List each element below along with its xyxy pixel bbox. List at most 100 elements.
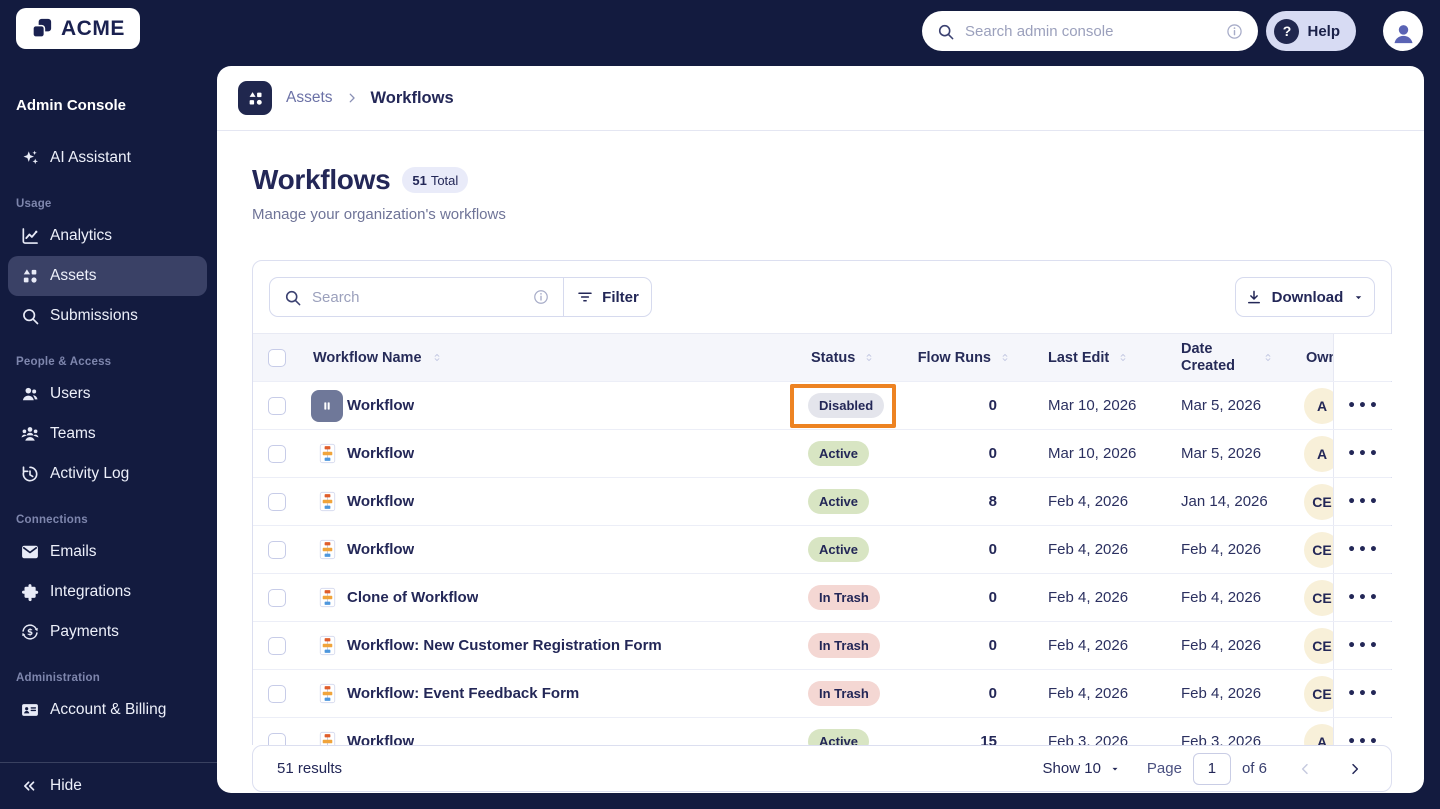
row-checkbox[interactable] bbox=[268, 732, 286, 745]
sort-icon[interactable] bbox=[999, 349, 1011, 366]
filter-button[interactable]: Filter bbox=[563, 278, 651, 316]
sidebar-item-payments[interactable]: Payments bbox=[8, 612, 207, 652]
workflow-name[interactable]: Workflow: New Customer Registration Form bbox=[347, 637, 662, 654]
status-badge: Active bbox=[808, 489, 870, 514]
user-avatar[interactable] bbox=[1383, 11, 1423, 51]
workflow-name[interactable]: Workflow bbox=[347, 445, 415, 462]
row-checkbox[interactable] bbox=[268, 636, 286, 655]
sidebar-item-activity-log[interactable]: Activity Log bbox=[8, 454, 207, 494]
table-row: Workflow: New Customer Registration Form… bbox=[253, 621, 1392, 669]
help-button[interactable]: ? Help bbox=[1266, 11, 1356, 51]
column-header-date-created[interactable]: Date Created bbox=[1156, 334, 1286, 381]
row-checkbox[interactable] bbox=[268, 492, 286, 511]
row-actions-button[interactable]: ••• bbox=[1347, 637, 1380, 654]
column-header-last-edit[interactable]: Last Edit bbox=[1021, 334, 1156, 381]
table-row: Workflow Active 8 Feb 4, 2026 Jan 14, 20… bbox=[253, 477, 1392, 525]
breadcrumb-assets-link[interactable]: Assets bbox=[286, 89, 333, 106]
sort-icon[interactable] bbox=[863, 349, 875, 366]
row-checkbox[interactable] bbox=[268, 396, 286, 415]
sidebar-item-assets[interactable]: Assets bbox=[8, 256, 207, 296]
row-actions-button[interactable]: ••• bbox=[1347, 734, 1380, 746]
admin-search-bar[interactable] bbox=[922, 11, 1258, 51]
last-edit-value: Feb 4, 2026 bbox=[1048, 637, 1129, 654]
page-number-input[interactable] bbox=[1192, 752, 1231, 785]
acme-logo[interactable]: ACME bbox=[16, 8, 140, 49]
sidebar-item-account-billing[interactable]: Account & Billing bbox=[8, 690, 207, 730]
previous-page-button[interactable] bbox=[1293, 757, 1317, 781]
workflow-name[interactable]: Workflow bbox=[347, 541, 415, 558]
row-actions-button[interactable]: ••• bbox=[1347, 541, 1380, 558]
row-checkbox[interactable] bbox=[268, 684, 286, 703]
flow-runs-value: 0 bbox=[988, 637, 997, 654]
download-icon bbox=[1245, 288, 1263, 306]
row-checkbox[interactable] bbox=[268, 444, 286, 463]
sidebar-item-ai-assistant[interactable]: AI Assistant bbox=[8, 138, 207, 178]
acme-logo-icon bbox=[31, 17, 54, 40]
status-cell: In Trash bbox=[791, 574, 911, 621]
flow-runs-value: 8 bbox=[988, 493, 997, 510]
caret-down-icon bbox=[1109, 763, 1121, 775]
table-search[interactable] bbox=[270, 278, 563, 316]
owner-avatar: A bbox=[1304, 723, 1333, 745]
admin-search-input[interactable] bbox=[965, 22, 1215, 40]
select-all-checkbox[interactable] bbox=[268, 348, 286, 367]
sidebar-hide-button[interactable]: Hide bbox=[0, 762, 217, 809]
workflow-name[interactable]: Clone of Workflow bbox=[347, 589, 479, 606]
assets-badge-icon bbox=[238, 81, 272, 115]
sort-icon[interactable] bbox=[1262, 349, 1274, 366]
sidebar-item-integrations[interactable]: Integrations bbox=[8, 572, 207, 612]
chevron-left-icon bbox=[1297, 761, 1313, 777]
owner-avatar: CE bbox=[1304, 675, 1333, 712]
show-per-page-select[interactable]: Show 10 bbox=[1043, 760, 1121, 777]
workflow-name[interactable]: Workflow bbox=[347, 493, 415, 510]
row-checkbox[interactable] bbox=[268, 588, 286, 607]
status-badge: In Trash bbox=[808, 585, 880, 610]
sidebar-item-analytics[interactable]: Analytics bbox=[8, 216, 207, 256]
workflow-doc-icon bbox=[316, 730, 339, 745]
workflow-doc-icon bbox=[316, 490, 339, 513]
chevron-right-icon bbox=[1347, 761, 1363, 777]
row-actions-button[interactable]: ••• bbox=[1347, 685, 1380, 702]
history-clock-icon bbox=[20, 464, 40, 484]
row-actions-button[interactable]: ••• bbox=[1347, 397, 1380, 414]
date-created-value: Feb 4, 2026 bbox=[1181, 541, 1262, 558]
row-actions-button[interactable]: ••• bbox=[1347, 589, 1380, 606]
page-label: Page bbox=[1146, 760, 1182, 777]
date-created-value: Mar 5, 2026 bbox=[1181, 445, 1262, 462]
table-row: Workflow Disabled 0 Mar 10, 2026 Mar 5, … bbox=[253, 381, 1392, 429]
sidebar-item-emails[interactable]: Emails bbox=[8, 532, 207, 572]
workflow-doc-icon bbox=[316, 442, 339, 465]
workflow-icon bbox=[311, 486, 343, 518]
row-checkbox[interactable] bbox=[268, 540, 286, 559]
results-count: 51 results bbox=[277, 760, 343, 777]
column-header-workflow-name[interactable]: Workflow Name bbox=[301, 334, 791, 381]
table-toolbar: Filter Download bbox=[253, 261, 1391, 333]
row-actions-button[interactable]: ••• bbox=[1347, 445, 1380, 462]
table-search-group: Filter bbox=[269, 277, 652, 317]
page-subtitle: Manage your organization's workflows bbox=[252, 206, 506, 223]
workflow-name[interactable]: Workflow bbox=[347, 397, 415, 414]
flow-runs-value: 0 bbox=[988, 397, 997, 414]
sidebar-item-submissions[interactable]: Submissions bbox=[8, 296, 207, 336]
column-header-flow-runs[interactable]: Flow Runs bbox=[911, 334, 1021, 381]
status-badge: Active bbox=[808, 537, 870, 562]
info-icon[interactable] bbox=[1225, 22, 1244, 41]
info-icon[interactable] bbox=[532, 288, 550, 306]
flow-runs-value: 0 bbox=[988, 541, 997, 558]
sidebar-item-users[interactable]: Users bbox=[8, 374, 207, 414]
status-badge: In Trash bbox=[808, 633, 880, 658]
column-header-status[interactable]: Status bbox=[791, 334, 911, 381]
row-actions-button[interactable]: ••• bbox=[1347, 493, 1380, 510]
acme-logo-text: ACME bbox=[61, 16, 125, 40]
workflow-name[interactable]: Workflow bbox=[347, 733, 415, 745]
table-search-input[interactable] bbox=[312, 288, 522, 306]
sort-icon[interactable] bbox=[1117, 349, 1129, 366]
sidebar-item-teams[interactable]: Teams bbox=[8, 414, 207, 454]
table-row: Clone of Workflow In Trash 0 Feb 4, 2026… bbox=[253, 573, 1392, 621]
owner-avatar: A bbox=[1304, 387, 1333, 424]
workflow-name[interactable]: Workflow: Event Feedback Form bbox=[347, 685, 580, 702]
next-page-button[interactable] bbox=[1343, 757, 1367, 781]
table-row: Workflow Active 0 Mar 10, 2026 Mar 5, 20… bbox=[253, 429, 1392, 477]
sort-icon[interactable] bbox=[431, 349, 443, 366]
download-button[interactable]: Download bbox=[1235, 277, 1375, 317]
